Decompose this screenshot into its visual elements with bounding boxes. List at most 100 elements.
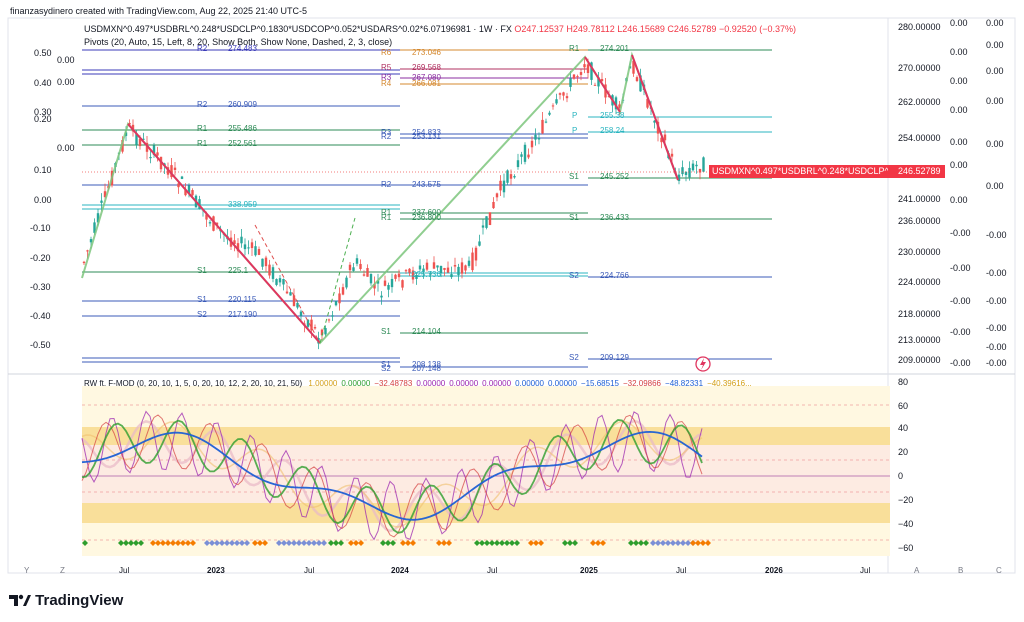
price-axis-label[interactable]: 246.52789 [898, 166, 941, 176]
indicator-value: 0.00000 [341, 379, 371, 388]
signal-marker [338, 540, 344, 546]
signal-marker [567, 540, 573, 546]
indicator-line [81, 414, 703, 538]
candle-body [254, 246, 257, 256]
price-axis-label[interactable]: 224.00000 [898, 277, 941, 287]
candle-body [695, 164, 698, 167]
candle-body [579, 72, 583, 75]
indicator-axis-label: 20 [898, 447, 909, 457]
corner-b[interactable]: B [958, 566, 964, 575]
candle-body [170, 165, 173, 178]
right-overlay-a-label: -0.00 [950, 358, 971, 368]
price-axis-label[interactable]: 218.00000 [898, 309, 941, 319]
candle-body [520, 154, 523, 157]
zigzag-down-line-3 [631, 54, 679, 181]
candle-body [145, 142, 149, 152]
signal-marker [650, 540, 656, 546]
indicator-title[interactable]: RW ft. F-MOD (0, 20, 10, 1, 5, 0, 20, 10… [84, 379, 303, 388]
candle-body [646, 98, 649, 108]
pivot-label: R3 [381, 128, 392, 137]
candle-body [565, 96, 569, 99]
signal-marker [348, 540, 354, 546]
signal-marker [390, 540, 396, 546]
signal-marker [494, 540, 500, 546]
candle-body [600, 79, 604, 82]
candle-body [152, 145, 156, 155]
lightning-icon[interactable] [695, 356, 711, 372]
signal-marker [670, 540, 676, 546]
pivot-label: P [572, 126, 578, 135]
candle-body [653, 120, 656, 123]
right-overlay-b-label: 0.00 [986, 139, 1004, 149]
corner-z[interactable]: Z [60, 566, 65, 575]
price-axis-label[interactable]: 209.00000 [898, 355, 941, 365]
candle-body [380, 295, 383, 298]
candle-body [341, 287, 345, 295]
price-axis-label[interactable]: 213.00000 [898, 335, 941, 345]
pivot-label: 207.148 [412, 364, 441, 373]
pivots-legend[interactable]: Pivots (20, Auto, 15, Left, 8, 20, Show … [84, 37, 393, 47]
signal-marker [533, 540, 539, 546]
signal-marker [128, 540, 134, 546]
candle-body [359, 263, 362, 269]
symbol-info[interactable]: USDMXN^0.497*USDBRL^0.248*USDCLP^0.1830*… [84, 24, 796, 34]
tradingview-logo: TradingView [9, 592, 123, 609]
candle-body [537, 137, 541, 140]
signal-marker [224, 540, 230, 546]
signal-marker [175, 540, 181, 546]
candle-body [156, 152, 159, 156]
candle-body [499, 180, 502, 191]
candle-body [471, 252, 474, 271]
price-axis-label[interactable]: 262.00000 [898, 97, 941, 107]
price-axis-label[interactable]: 236.00000 [898, 216, 941, 226]
signal-marker [595, 540, 601, 546]
candle-body [149, 156, 152, 159]
signal-marker [665, 540, 671, 546]
symbol-label[interactable]: USDMXN^0.497*USDBRL^0.248*USDCLP^0.1830*… [84, 24, 512, 34]
candle-body [527, 154, 530, 158]
candle-body [250, 242, 254, 249]
projection-dashed-2 [319, 217, 356, 344]
indicator-legend[interactable]: RW ft. F-MOD (0, 20, 10, 1, 5, 0, 20, 10… [84, 379, 752, 388]
price-axis-label[interactable]: 230.00000 [898, 247, 941, 257]
pivot-label: 274.483 [228, 44, 257, 53]
candle-body [464, 265, 467, 271]
candle-body [404, 270, 408, 272]
corner-y[interactable]: Y [24, 566, 30, 575]
candle-body [184, 189, 187, 196]
candle-body [418, 265, 422, 270]
candle-body [541, 119, 544, 134]
candle-body [453, 265, 457, 267]
corner-c[interactable]: C [996, 566, 1002, 575]
signal-marker [155, 540, 161, 546]
right-overlay-a-label: 0.00 [950, 195, 968, 205]
signal-marker [474, 540, 480, 546]
signal-marker [257, 540, 263, 546]
signal-marker [479, 540, 485, 546]
pivot-label: 236.433 [600, 213, 629, 222]
price-axis-label[interactable]: 270.00000 [898, 63, 941, 73]
price-axis-label[interactable]: 280.00000 [898, 22, 941, 32]
price-axis-label[interactable]: 241.00000 [898, 194, 941, 204]
indicator-value: 0.00000 [548, 379, 577, 388]
signal-marker [229, 540, 235, 546]
pivot-label: 245.252 [600, 172, 629, 181]
signal-marker [504, 540, 510, 546]
candle-body [243, 244, 247, 250]
candle-body [502, 180, 506, 193]
signal-marker [514, 540, 520, 546]
signal-marker [590, 540, 596, 546]
candle-body [551, 105, 555, 107]
corner-a[interactable]: A [914, 566, 920, 575]
candle-body [597, 77, 600, 87]
pivot-label: R1 [197, 139, 208, 148]
signal-marker [538, 540, 544, 546]
candle-body [292, 295, 296, 307]
high-value: H249.78112 [566, 24, 615, 34]
candle-body [299, 311, 303, 316]
signal-marker [138, 540, 144, 546]
signal-marker [296, 540, 302, 546]
candle-body [327, 319, 331, 321]
price-axis-label[interactable]: 254.00000 [898, 133, 941, 143]
